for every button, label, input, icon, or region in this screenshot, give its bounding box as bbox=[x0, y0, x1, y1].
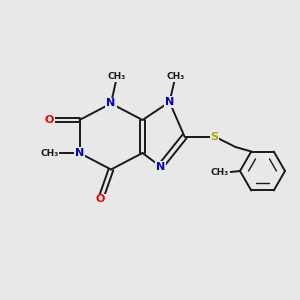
Text: N: N bbox=[106, 98, 116, 109]
Text: O: O bbox=[96, 194, 105, 205]
Text: CH₃: CH₃ bbox=[211, 168, 229, 177]
Text: N: N bbox=[165, 97, 174, 107]
Text: CH₃: CH₃ bbox=[40, 148, 58, 158]
Text: CH₃: CH₃ bbox=[167, 72, 184, 81]
Text: CH₃: CH₃ bbox=[108, 72, 126, 81]
Text: N: N bbox=[156, 161, 165, 172]
Text: N: N bbox=[75, 148, 84, 158]
Text: S: S bbox=[211, 131, 218, 142]
Text: O: O bbox=[45, 115, 54, 125]
